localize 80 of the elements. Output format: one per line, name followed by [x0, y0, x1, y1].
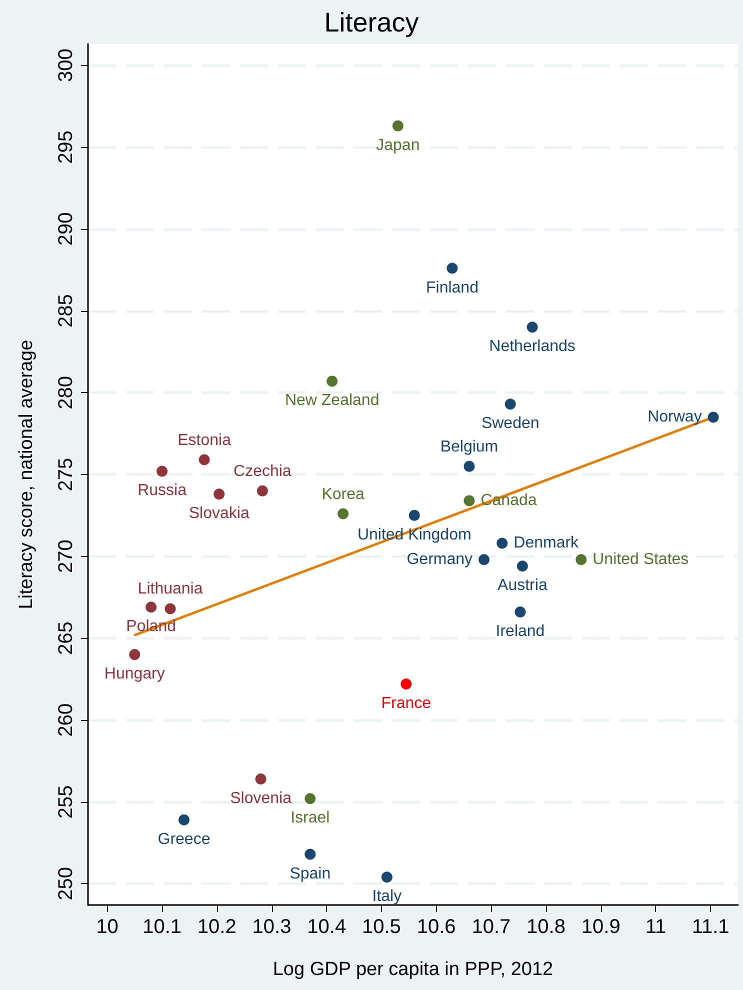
data-label: Spain: [290, 865, 331, 882]
data-label: Lithuania: [138, 580, 203, 598]
y-tick-label: 275: [55, 458, 77, 492]
y-tick-label: 285: [55, 294, 77, 328]
data-label: Germany: [406, 551, 473, 568]
y-tick-label: 250: [55, 867, 77, 900]
x-tick-label: 10.3: [252, 916, 292, 938]
data-label: Hungary: [104, 666, 165, 683]
y-tick-label: 265: [55, 622, 77, 655]
point: [392, 120, 404, 132]
point: [708, 412, 719, 423]
x-tick-label: 10.1: [142, 916, 182, 938]
data-label: Finland: [426, 279, 478, 296]
x-tick-label: 10.2: [197, 916, 236, 938]
point: [464, 495, 475, 506]
data-label: Austria: [498, 577, 548, 594]
point: [129, 649, 140, 660]
data-label: Czechia: [234, 462, 292, 480]
point: [146, 602, 157, 613]
point: [526, 322, 538, 333]
data-label: Netherlands: [489, 338, 576, 356]
y-tick-label: 290: [55, 212, 77, 246]
point: [516, 560, 528, 572]
y-tick-label: 270: [55, 540, 77, 574]
data-label: Japan: [376, 136, 420, 154]
y-tick-label: 260: [55, 703, 77, 737]
x-tick-label: 10.6: [416, 916, 456, 938]
point: [198, 454, 210, 466]
data-label: Norway: [648, 408, 702, 426]
y-axis-title: Literacy score, national average: [16, 340, 37, 610]
point: [400, 678, 412, 690]
x-tick-label: 10.9: [581, 916, 620, 938]
point: [256, 485, 268, 496]
y-tick-label: 295: [55, 130, 77, 164]
y-tick-label: 300: [55, 48, 77, 82]
x-axis-title: Log GDP per capita in PPP, 2012: [272, 959, 554, 980]
y-tick-label: 255: [55, 785, 77, 819]
data-label: Denmark: [514, 534, 580, 552]
y-tick-label: 280: [55, 376, 77, 410]
point: [514, 606, 526, 618]
point: [178, 814, 190, 826]
point: [446, 262, 458, 274]
point: [381, 872, 392, 883]
data-label: Slovakia: [188, 505, 250, 522]
data-label: Greece: [158, 830, 210, 848]
data-label: Belgium: [440, 438, 498, 456]
data-label: Slovenia: [230, 790, 292, 807]
point: [576, 554, 587, 566]
point: [478, 554, 490, 566]
point: [255, 773, 266, 784]
data-label: Israel: [290, 810, 330, 827]
x-tick-label: 11: [645, 916, 666, 938]
point: [496, 538, 508, 549]
point: [504, 398, 516, 410]
point: [214, 488, 225, 500]
point: [408, 510, 420, 521]
point: [304, 793, 316, 804]
x-tick-label: 10.7: [472, 916, 511, 938]
data-label: United States: [592, 551, 689, 568]
data-label: Italy: [372, 888, 402, 906]
chart-title: Literacy: [324, 8, 420, 38]
data-label: France: [381, 695, 432, 712]
point: [164, 603, 176, 614]
data-label: Estonia: [178, 432, 232, 449]
point: [464, 460, 475, 472]
x-tick-label: 10.4: [307, 916, 346, 938]
point: [304, 848, 316, 860]
data-label: Sweden: [481, 415, 540, 432]
point: [326, 376, 338, 387]
data-label: New Zealand: [284, 392, 380, 410]
x-tick-label: 11.1: [692, 916, 730, 938]
x-tick-label: 10.5: [362, 916, 401, 938]
data-label: Russia: [138, 482, 187, 500]
data-label: Korea: [322, 486, 365, 503]
x-tick-label: 10.8: [526, 916, 566, 938]
x-tick-label: 10: [96, 916, 118, 938]
point: [338, 508, 349, 520]
data-label: Ireland: [496, 623, 545, 640]
point: [156, 466, 168, 477]
data-label: United Kingdom: [357, 526, 472, 544]
